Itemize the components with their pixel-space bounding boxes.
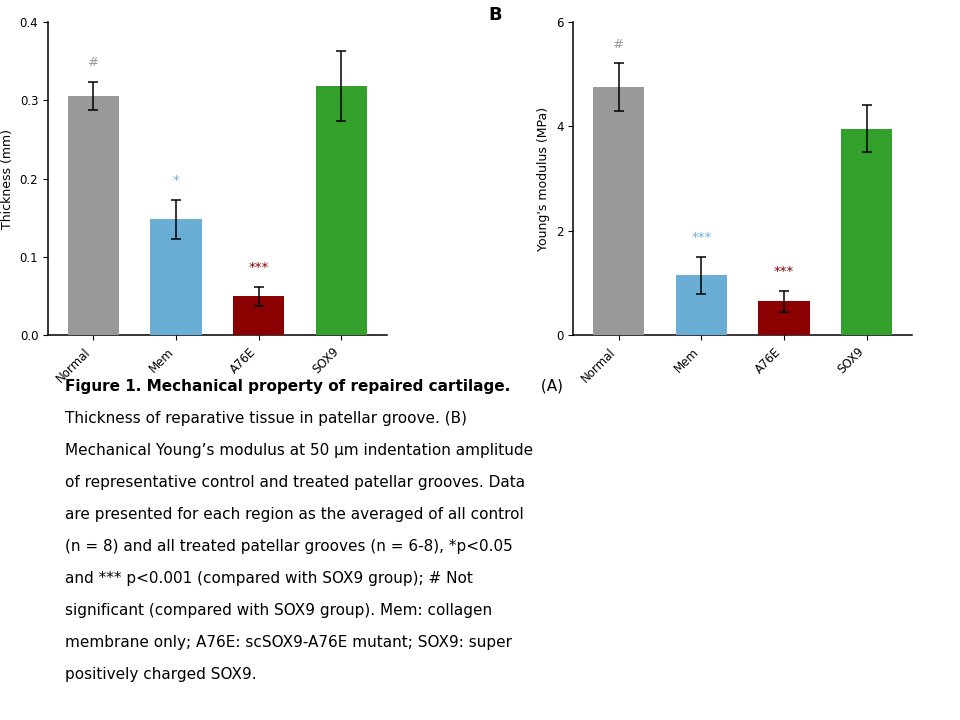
Bar xyxy=(68,96,119,336)
Text: ***: *** xyxy=(774,266,794,279)
Text: #: # xyxy=(613,38,624,51)
Text: membrane only; A76E: scSOX9-A76E mutant; SOX9: super: membrane only; A76E: scSOX9-A76E mutant;… xyxy=(65,635,513,649)
Bar xyxy=(151,220,202,336)
Bar xyxy=(316,86,367,336)
Text: *: * xyxy=(173,174,180,187)
Bar xyxy=(676,275,727,336)
Text: ***: *** xyxy=(249,261,269,274)
Text: Mechanical Young’s modulus at 50 μm indentation amplitude: Mechanical Young’s modulus at 50 μm inde… xyxy=(65,443,534,458)
Bar xyxy=(233,296,284,336)
Bar xyxy=(593,87,644,336)
Text: Thickness of reparative tissue in patellar groove. (B): Thickness of reparative tissue in patell… xyxy=(65,411,468,426)
Y-axis label: Young's modulus (MPa): Young's modulus (MPa) xyxy=(538,107,550,251)
Text: Figure 1. Mechanical property of repaired cartilage.: Figure 1. Mechanical property of repaire… xyxy=(65,379,511,394)
Text: B: B xyxy=(489,6,502,24)
Text: of representative control and treated patellar grooves. Data: of representative control and treated pa… xyxy=(65,475,525,490)
Text: and *** p<0.001 (compared with SOX9 group); # Not: and *** p<0.001 (compared with SOX9 grou… xyxy=(65,571,473,586)
Text: positively charged SOX9.: positively charged SOX9. xyxy=(65,667,257,682)
Bar xyxy=(841,129,892,336)
Text: significant (compared with SOX9 group). Mem: collagen: significant (compared with SOX9 group). … xyxy=(65,603,492,618)
Text: (A): (A) xyxy=(537,379,564,394)
Text: (n = 8) and all treated patellar grooves (n = 6-8), *p<0.05: (n = 8) and all treated patellar grooves… xyxy=(65,539,513,554)
Text: ***: *** xyxy=(691,231,711,245)
Text: are presented for each region as the averaged of all control: are presented for each region as the ave… xyxy=(65,507,524,522)
Y-axis label: Thickness (mm): Thickness (mm) xyxy=(1,129,14,228)
Text: #: # xyxy=(88,56,99,69)
Bar xyxy=(758,302,809,336)
